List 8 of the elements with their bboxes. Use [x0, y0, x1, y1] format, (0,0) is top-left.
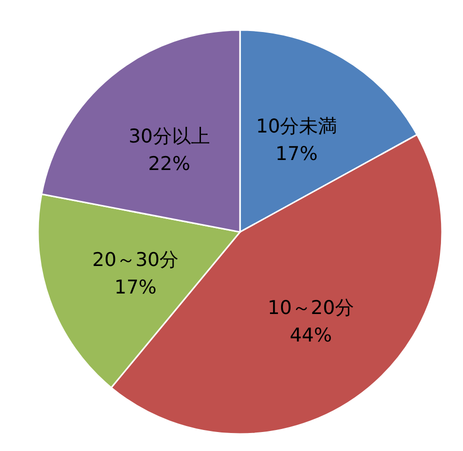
slice-label: 10分未満: [256, 116, 338, 138]
slice-label: 20～30分: [92, 248, 179, 271]
data-label: 44%: [290, 324, 332, 346]
data-label: 17%: [275, 143, 318, 166]
slice-label: 10～20分: [268, 296, 354, 319]
data-label: 17%: [114, 276, 157, 298]
data-label: 22%: [148, 153, 190, 176]
slice-label: 30分以上: [128, 126, 210, 148]
